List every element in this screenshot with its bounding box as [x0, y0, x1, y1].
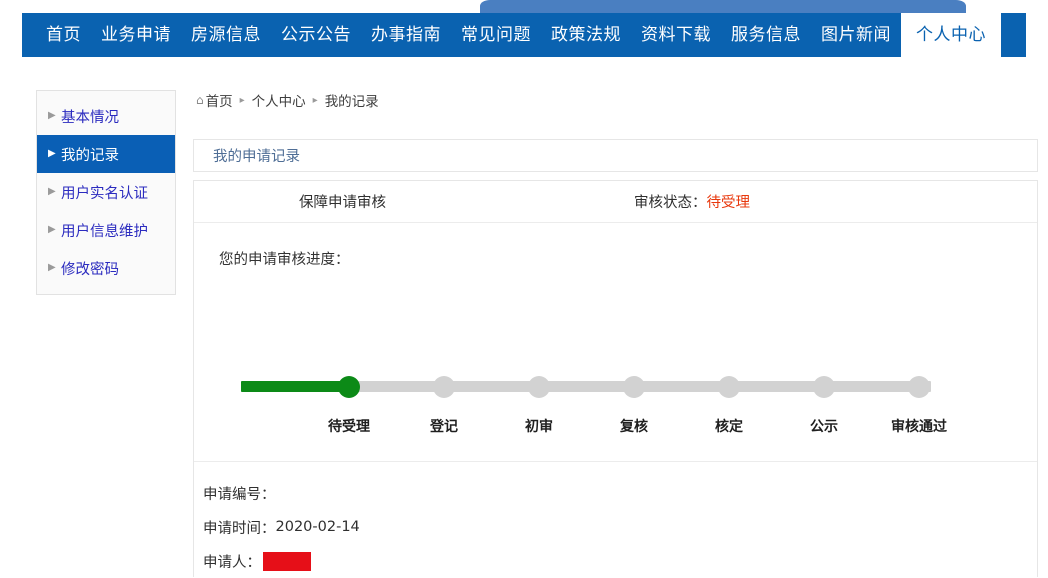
progress-step-label-5: 核定 — [715, 419, 743, 435]
detail-row-3: 申请人： — [194, 544, 1037, 578]
application-details: 申请编号： 申请时间： 2020-02-14 申请人： — [194, 462, 1037, 578]
nav-item-11[interactable]: 个人中心 — [901, 13, 1001, 57]
status-value: 待受理 — [706, 195, 751, 211]
progress-step-dot-5 — [718, 375, 740, 398]
status-label: 审核状态： — [634, 195, 707, 211]
sidebar-item-1[interactable]: ▶ 基本情况 — [37, 97, 175, 135]
breadcrumb: ⌂ 首页 ▸ 个人中心 ▸ 我的记录 — [196, 90, 379, 110]
caret-right-icon: ▶ — [48, 148, 56, 159]
sidebar-item-label: 用户实名认证 — [61, 185, 148, 202]
header-decor-strip — [480, 0, 966, 13]
detail-row-1: 申请编号： — [194, 476, 1037, 510]
progress-caption: 您的申请审核进度： — [219, 252, 350, 268]
progress-step-dot-2 — [433, 375, 455, 398]
nav-item-8[interactable]: 资料下载 — [641, 24, 711, 45]
status-badge: 审核状态： 待受理 — [634, 191, 750, 212]
nav-item-3[interactable]: 房源信息 — [191, 24, 261, 45]
detail-label: 申请人： — [203, 554, 261, 571]
detail-value: 2020-02-14 — [275, 519, 360, 535]
application-type-label: 保障申请审核 — [299, 195, 386, 211]
progress-track: 待受理 登记 初审 复核 核定 公示 审核通过 — [241, 375, 947, 435]
progress-fill — [241, 381, 349, 392]
progress-step-label-4: 复核 — [620, 419, 648, 435]
sidebar-item-label: 修改密码 — [61, 261, 119, 278]
progress-step-label-2: 登记 — [430, 419, 458, 435]
nav-item-list: 首页 业务申请 房源信息 公示公告 办事指南 常见问题 政策法规 资料下载 服务信息 图片新闻 个人… — [22, 13, 1001, 57]
detail-label: 申请编号： — [203, 486, 276, 503]
sidebar-menu: ▶ 基本情况 ▶ 我的记录 ▶ 用户实名认证 ▶ 用户信息维护 ▶ 修改密码 — [36, 90, 176, 295]
nav-item-10[interactable]: 图片新闻 — [821, 24, 891, 45]
panel-header-title: 我的申请记录 — [213, 149, 300, 165]
application-status-row: 保障申请审核 审核状态： 待受理 — [194, 181, 1037, 223]
sidebar-item-3[interactable]: ▶ 用户实名认证 — [37, 173, 175, 211]
caret-right-icon: ▶ — [48, 186, 56, 197]
nav-item-7[interactable]: 政策法规 — [551, 24, 621, 45]
sidebar-item-5[interactable]: ▶ 修改密码 — [37, 249, 175, 287]
breadcrumb-item-1[interactable]: 首页 — [205, 94, 233, 110]
caret-right-icon: ▶ — [48, 262, 56, 273]
sidebar-item-label: 基本情况 — [61, 109, 119, 126]
nav-item-4[interactable]: 公示公告 — [281, 24, 351, 45]
redaction-block — [263, 551, 311, 571]
main-navigation-bar: 首页 业务申请 房源信息 公示公告 办事指南 常见问题 政策法规 资料下载 服务信息 图片新闻 个人… — [22, 13, 1026, 57]
breadcrumb-item-2[interactable]: 个人中心 — [251, 94, 306, 110]
breadcrumb-separator-icon: ▸ — [312, 94, 318, 106]
nav-item-2[interactable]: 业务申请 — [101, 24, 171, 45]
progress-step-label-6: 公示 — [810, 419, 838, 435]
sidebar-item-2[interactable]: ▶ 我的记录 — [37, 135, 175, 173]
nav-item-9[interactable]: 服务信息 — [731, 24, 801, 45]
nav-item-1[interactable]: 首页 — [46, 24, 81, 45]
progress-step-dot-3 — [528, 375, 550, 398]
panel-header: 我的申请记录 — [193, 139, 1038, 172]
progress-step-label-3: 初审 — [525, 419, 553, 435]
sidebar-item-label: 用户信息维护 — [61, 223, 148, 240]
sidebar-item-4[interactable]: ▶ 用户信息维护 — [37, 211, 175, 249]
detail-label: 申请时间： — [203, 520, 276, 537]
caret-right-icon: ▶ — [48, 224, 56, 235]
breadcrumb-separator-icon: ▸ — [239, 94, 245, 106]
home-icon: ⌂ — [196, 93, 204, 107]
sidebar-item-label: 我的记录 — [61, 147, 119, 164]
progress-step-label-7: 审核通过 — [891, 419, 947, 435]
caret-right-icon: ▶ — [48, 110, 56, 121]
progress-step-dot-6 — [813, 375, 835, 398]
progress-step-dot-7 — [908, 375, 930, 398]
progress-step-dot-4 — [623, 375, 645, 398]
detail-row-2: 申请时间： 2020-02-14 — [194, 510, 1037, 544]
nav-item-6[interactable]: 常见问题 — [461, 24, 531, 45]
breadcrumb-item-3[interactable]: 我的记录 — [324, 94, 379, 110]
progress-step-dot-1 — [338, 375, 360, 398]
application-record-panel: 保障申请审核 审核状态： 待受理 您的申请审核进度： 待受理 登记 初审 复核 核定 公示… — [193, 180, 1038, 577]
page-content: ▶ 基本情况 ▶ 我的记录 ▶ 用户实名认证 ▶ 用户信息维护 ▶ 修改密码 ⌂ 首页 ▸ 个人中心 ▸ 我… — [0, 57, 1048, 577]
progress-section: 您的申请审核进度： 待受理 登记 初审 复核 核定 公示 审核通过 — [194, 223, 1037, 462]
nav-item-5[interactable]: 办事指南 — [371, 24, 441, 45]
progress-step-label-1: 待受理 — [328, 419, 370, 435]
